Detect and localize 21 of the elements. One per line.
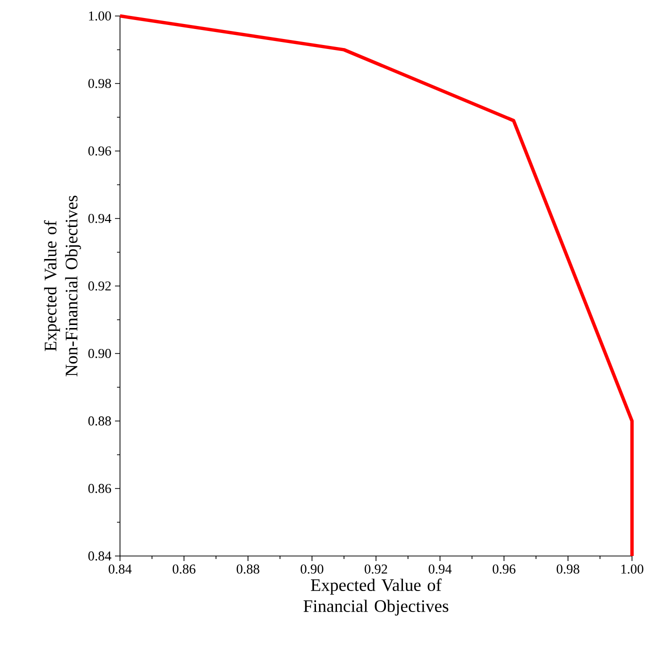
y-tick-label: 0.90: [88, 348, 111, 358]
y-tick-label: 0.96: [88, 146, 112, 156]
y-tick-label: 0.86: [88, 484, 112, 494]
y-axis-title: Expected Value of Non-Financial Objectives: [44, 196, 82, 376]
x-tick-label: 0.98: [556, 564, 580, 574]
y-tick-label: 0.98: [88, 78, 111, 88]
x-tick-label: 1.00: [621, 564, 644, 574]
x-tick-label: 0.94: [428, 564, 452, 574]
x-tick-label: 0.86: [172, 564, 196, 574]
x-tick-label: 0.90: [300, 564, 324, 574]
x-tick-label: 0.96: [492, 564, 516, 574]
x-tick-label: 0.84: [108, 564, 132, 574]
x-tick-label: 0.88: [236, 564, 260, 574]
y-tick-label: 1.00: [89, 11, 111, 21]
x-tick-label: 0.92: [364, 564, 388, 574]
y-tick-label: 0.84: [88, 551, 112, 561]
y-tick-label: 0.92: [88, 281, 111, 291]
y-tick-label: 0.88: [88, 416, 111, 426]
x-axis-title: Expected Value of Financial Objectives: [304, 578, 448, 616]
line-series: [118, 14, 634, 558]
y-tick-label: 0.94: [88, 214, 112, 224]
